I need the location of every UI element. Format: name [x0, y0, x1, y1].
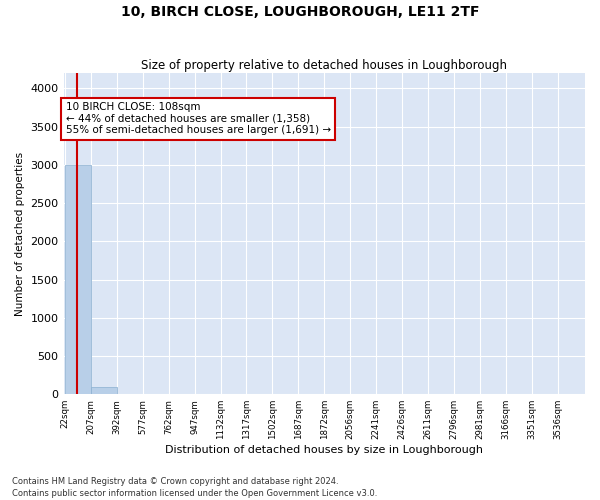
Text: 10 BIRCH CLOSE: 108sqm
← 44% of detached houses are smaller (1,358)
55% of semi-: 10 BIRCH CLOSE: 108sqm ← 44% of detached…	[65, 102, 331, 136]
Bar	[65, 165, 91, 394]
X-axis label: Distribution of detached houses by size in Loughborough: Distribution of detached houses by size …	[165, 445, 483, 455]
Bar	[91, 386, 116, 394]
Text: 10, BIRCH CLOSE, LOUGHBOROUGH, LE11 2TF: 10, BIRCH CLOSE, LOUGHBOROUGH, LE11 2TF	[121, 5, 479, 19]
Y-axis label: Number of detached properties: Number of detached properties	[15, 152, 25, 316]
Title: Size of property relative to detached houses in Loughborough: Size of property relative to detached ho…	[141, 59, 507, 72]
Text: Contains HM Land Registry data © Crown copyright and database right 2024.
Contai: Contains HM Land Registry data © Crown c…	[12, 476, 377, 498]
